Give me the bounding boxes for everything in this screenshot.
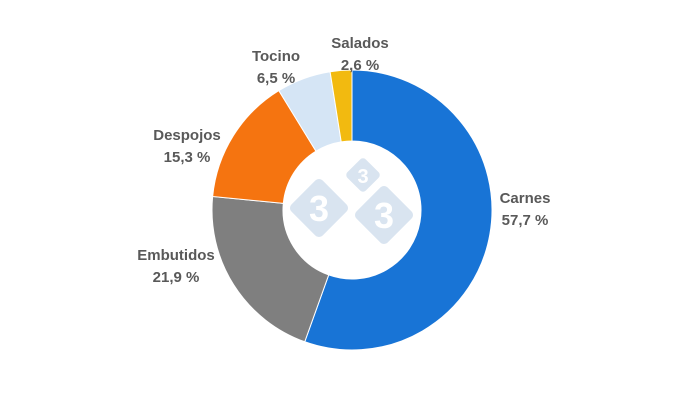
label-carnes-value: 57,7 % xyxy=(502,212,549,229)
watermark-logo: 3 3 3 xyxy=(289,158,414,245)
slice-salados xyxy=(329,69,353,143)
label-salados-value: 2,6 % xyxy=(341,57,379,74)
slice-carnes xyxy=(304,69,493,351)
logo-diamond-left xyxy=(289,178,349,238)
logo-digit-left: 3 xyxy=(309,188,329,229)
label-tocino-value: 6,5 % xyxy=(257,70,295,87)
logo-diamond-right xyxy=(354,185,414,245)
label-despojos-name: Despojos xyxy=(153,127,221,144)
label-salados-name: Salados xyxy=(331,35,389,52)
label-tocino-name: Tocino xyxy=(252,48,300,65)
label-carnes-name: Carnes xyxy=(500,190,551,207)
label-embutidos-value: 21,9 % xyxy=(153,269,200,286)
label-despojos-value: 15,3 % xyxy=(164,149,211,166)
donut-slices xyxy=(211,69,493,351)
slice-embutidos xyxy=(211,195,330,343)
label-embutidos-name: Embutidos xyxy=(137,247,215,264)
logo-digit-right: 3 xyxy=(374,195,394,236)
logo-digit-top: 3 xyxy=(357,166,368,188)
logo-diamond-top xyxy=(346,158,380,192)
